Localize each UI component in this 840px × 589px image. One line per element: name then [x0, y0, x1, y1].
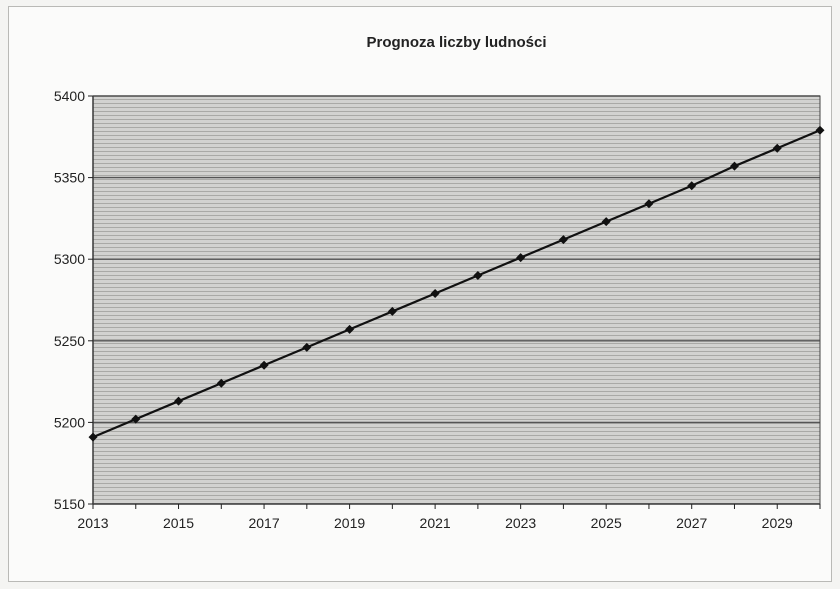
x-tick-label: 2017 [248, 515, 279, 531]
plot-area [93, 96, 820, 504]
chart-title: Prognoza liczby ludności [366, 34, 546, 51]
y-tick-label: 5350 [54, 170, 85, 186]
series-line [88, 125, 825, 442]
x-axis-ticks: 2013 2015 2017 2019 2021 2023 2025 2027 2029 [77, 504, 821, 531]
x-tick-label: 2015 [163, 515, 194, 531]
x-tick-label: 2027 [676, 515, 707, 531]
x-tick-label: 2021 [420, 515, 451, 531]
y-tick-label: 5250 [54, 333, 85, 349]
data-point [772, 143, 782, 153]
y-axis-ticks: 5150 5200 5250 5300 5350 5400 [54, 88, 93, 512]
data-point [430, 288, 440, 298]
data-point [815, 125, 825, 135]
y-tick-label: 5400 [54, 88, 85, 104]
x-tick-label: 2023 [505, 515, 536, 531]
data-point [687, 181, 697, 191]
data-point [558, 235, 568, 245]
x-tick-label: 2025 [591, 515, 622, 531]
data-point [216, 378, 226, 388]
series-line [92, 129, 821, 439]
plot-background [93, 96, 820, 504]
line-chart: Prognoza liczby ludności 5150 5200 5250 530… [54, 34, 825, 531]
data-point [131, 414, 141, 424]
y-tick-label: 5200 [54, 414, 85, 430]
data-point [345, 324, 355, 334]
plot-border [92, 95, 821, 505]
data-point [729, 161, 739, 171]
data-point [601, 217, 611, 227]
x-tick-label: 2019 [334, 515, 365, 531]
data-point [259, 360, 269, 370]
data-point [387, 306, 397, 316]
y-tick-label: 5300 [54, 251, 85, 267]
x-tick-label: 2013 [77, 515, 108, 531]
x-tick-label: 2029 [762, 515, 793, 531]
data-point [302, 342, 312, 352]
y-tick-label: 5150 [54, 496, 85, 512]
data-point [174, 396, 184, 406]
chart-frame: Prognoza liczby ludności 5150 5200 5250 530… [8, 6, 832, 582]
data-point [516, 253, 526, 263]
data-point [88, 432, 98, 442]
data-point [473, 271, 483, 281]
data-point [644, 199, 654, 209]
